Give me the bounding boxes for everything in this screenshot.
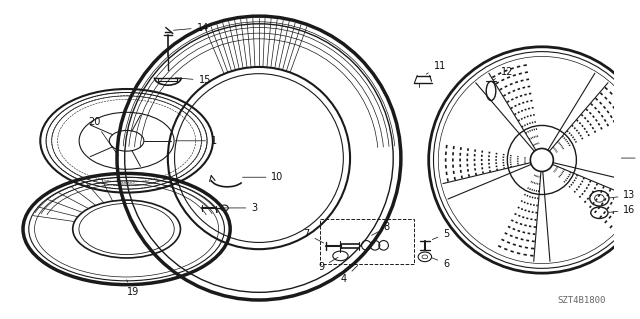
Text: 8: 8 <box>372 222 390 235</box>
Text: SZT4B1800: SZT4B1800 <box>557 296 606 305</box>
Text: 3: 3 <box>224 203 257 213</box>
Text: 20: 20 <box>88 117 118 156</box>
Text: 6: 6 <box>432 258 449 269</box>
Text: 19: 19 <box>127 280 139 297</box>
Text: 12: 12 <box>493 67 513 80</box>
Text: 7: 7 <box>303 229 324 243</box>
Text: 16: 16 <box>609 205 636 215</box>
Text: 9: 9 <box>318 257 338 272</box>
Text: 10: 10 <box>243 172 284 182</box>
Text: 13: 13 <box>609 190 636 200</box>
Text: 11: 11 <box>426 61 445 74</box>
Text: 4: 4 <box>341 265 358 284</box>
Text: 14: 14 <box>173 23 209 33</box>
Text: 15: 15 <box>175 75 211 85</box>
Text: 2: 2 <box>621 153 640 163</box>
Text: 1: 1 <box>175 136 217 146</box>
Bar <box>321 219 414 263</box>
Text: 5: 5 <box>432 229 449 240</box>
